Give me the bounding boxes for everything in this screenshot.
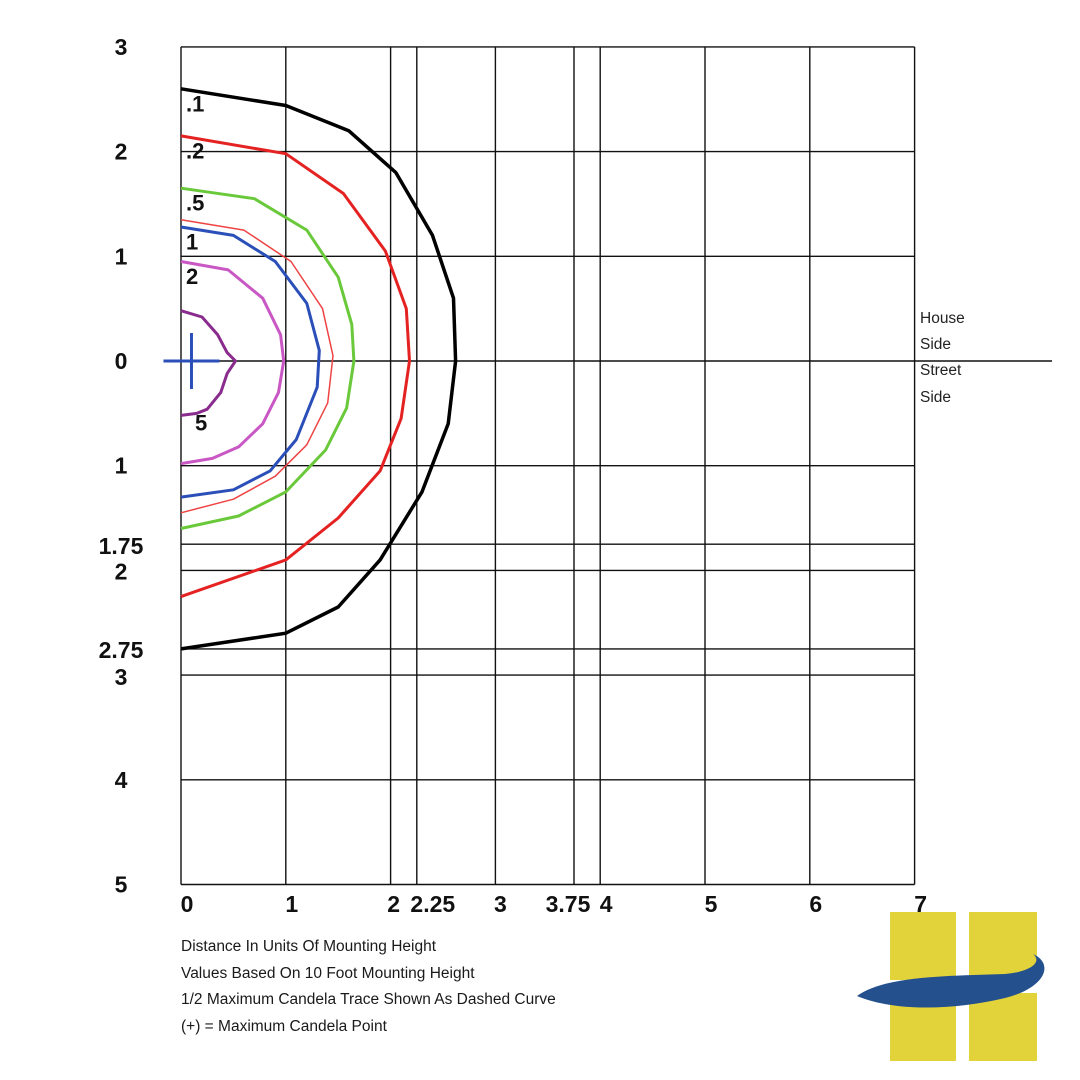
contour-1-curve <box>180 225 321 499</box>
x-tick-label-3: 2.25 <box>410 891 455 917</box>
logo-swoosh <box>857 954 1045 1008</box>
y-tick-label-street-0: 1 <box>115 453 128 479</box>
x-tick-label-1: 1 <box>285 891 298 917</box>
contour-p2-curve <box>180 134 411 599</box>
street-side-label-2: Side <box>920 389 952 406</box>
y-tick-label-house-0: 3 <box>115 34 128 60</box>
logo-square-top-left <box>890 912 956 980</box>
chart-notes: Distance In Units Of Mounting Height Val… <box>181 934 556 1040</box>
x-tick-label-5: 3.75 <box>546 891 591 917</box>
tick-labels: 0 1 2 2.25 3 3.75 4 5 6 7321011.7522.75345.1.2.51… <box>99 34 927 917</box>
x-tick-label-6: 4 <box>600 891 613 917</box>
y-tick-label-street-2: 2 <box>115 558 128 584</box>
y-tick-label-street-1: 1.75 <box>99 533 144 559</box>
contour-5-curve <box>180 309 237 417</box>
contour-half-candela-curve <box>180 218 334 514</box>
contour-label-p5: .5 <box>186 191 204 216</box>
y-tick-label-house-1: 2 <box>115 139 128 165</box>
x-tick-label-9: 7 <box>914 891 927 917</box>
note-distance-units: Distance In Units Of Mounting Height <box>181 938 437 955</box>
y-tick-label-street-3: 2.75 <box>99 637 144 663</box>
contour-curves <box>180 87 458 651</box>
y-tick-label-house-2: 1 <box>115 243 128 269</box>
x-tick-label-2: 2 <box>387 891 400 917</box>
max-candela-marker <box>163 333 220 389</box>
house-side-label-2: Side <box>920 336 952 353</box>
y-tick-label-street-6: 5 <box>115 872 128 898</box>
y-tick-label-street-5: 4 <box>115 767 128 793</box>
contour-label-p2: .2 <box>186 138 204 163</box>
contour-label-p1: .1 <box>186 91 204 116</box>
logo-square-bottom-right <box>969 993 1037 1061</box>
note-mounting-height: Values Based On 10 Foot Mounting Height <box>181 964 475 982</box>
x-tick-label-0: 0 <box>181 891 194 917</box>
house-side-label-1: House <box>920 310 965 327</box>
contour-2-curve <box>180 260 286 466</box>
street-side-label-1: Street <box>920 362 962 379</box>
contour-label-1: 1 <box>186 229 198 254</box>
contour-label-2: 2 <box>186 264 198 289</box>
company-logo <box>857 912 1045 1061</box>
contour-p5-curve <box>180 186 356 530</box>
contour-p1-curve <box>180 87 458 651</box>
note-half-candela: 1/2 Maximum Candela Trace Shown As Dashe… <box>181 991 556 1008</box>
y-tick-label-house-3: 0 <box>115 348 128 374</box>
x-tick-label-4: 3 <box>494 891 507 917</box>
x-tick-label-8: 6 <box>809 891 822 917</box>
grid <box>180 46 916 886</box>
note-max-candela: (+) = Maximum Candela Point <box>181 1017 387 1035</box>
y-tick-label-street-4: 3 <box>115 664 128 690</box>
contour-label-5: 5 <box>195 411 207 436</box>
x-tick-label-7: 5 <box>705 891 718 917</box>
logo-square-top-right <box>969 912 1037 980</box>
